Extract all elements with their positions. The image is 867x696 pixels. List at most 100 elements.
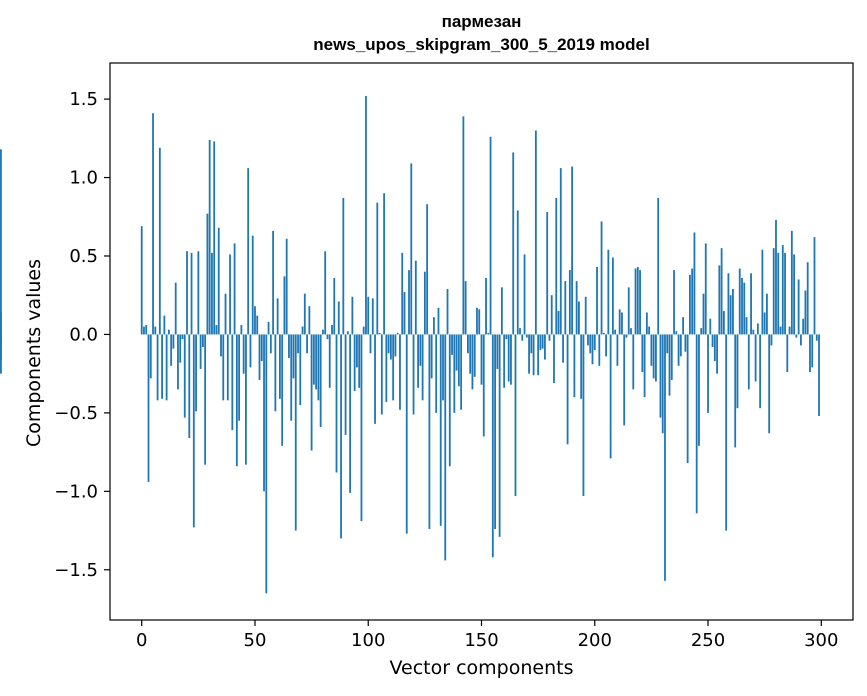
bar	[766, 293, 768, 335]
bar	[641, 334, 644, 373]
bar	[412, 334, 415, 415]
bar	[512, 152, 515, 335]
bar	[784, 252, 786, 335]
bar	[530, 334, 533, 354]
bar	[668, 334, 671, 396]
bar	[496, 334, 499, 369]
bar	[310, 334, 313, 451]
bar	[371, 298, 374, 335]
bar	[383, 193, 385, 335]
bar	[519, 328, 521, 335]
bar	[761, 249, 764, 335]
bar	[698, 334, 700, 446]
bar	[251, 235, 254, 335]
bar	[437, 307, 440, 335]
bar	[353, 334, 356, 391]
bar	[806, 262, 809, 335]
bar	[278, 334, 281, 399]
bar	[815, 334, 818, 341]
bar	[428, 334, 431, 529]
bar	[634, 268, 637, 335]
bar	[482, 334, 485, 437]
bar	[491, 334, 494, 558]
bar	[655, 334, 657, 382]
bar	[799, 334, 802, 346]
bar	[716, 334, 718, 374]
bar	[743, 282, 746, 335]
bar	[319, 334, 322, 428]
bar	[362, 326, 365, 335]
bar	[238, 334, 241, 421]
bar	[564, 281, 567, 335]
bar	[578, 301, 580, 335]
chart-subtitle: news_upos_skipgram_300_5_2019 model	[313, 35, 650, 54]
bar	[265, 334, 268, 594]
chart-title: пармезан	[441, 12, 522, 31]
bar	[711, 334, 714, 347]
bar	[240, 325, 243, 335]
bar	[625, 334, 628, 338]
bar	[197, 251, 200, 335]
bar	[297, 334, 299, 354]
bar	[568, 270, 571, 335]
bar	[263, 334, 265, 492]
bar	[281, 334, 284, 446]
y-axis-label: Components values	[23, 258, 45, 448]
bar	[367, 296, 370, 335]
bar	[183, 334, 186, 418]
bar	[734, 334, 737, 448]
bar	[396, 332, 399, 335]
bar	[186, 251, 188, 335]
bar	[507, 334, 510, 382]
bar	[580, 334, 583, 399]
bar	[489, 136, 492, 335]
bar	[471, 334, 474, 390]
bar	[650, 334, 653, 366]
bar	[521, 334, 524, 341]
bar	[408, 270, 410, 335]
bar	[426, 204, 429, 335]
bar	[322, 329, 324, 335]
bar	[260, 334, 263, 362]
y-tick-label: 1.5	[69, 89, 98, 110]
bar	[242, 334, 245, 374]
bar	[770, 334, 773, 346]
bar	[627, 287, 630, 335]
bar	[621, 312, 623, 335]
y-tick-label: −0.5	[54, 403, 98, 424]
bar	[220, 334, 222, 357]
bar	[337, 301, 340, 335]
bar	[738, 268, 741, 335]
bar	[684, 334, 687, 352]
bar	[473, 334, 476, 377]
x-tick-label: 300	[804, 630, 838, 651]
bar	[213, 141, 216, 335]
bar	[254, 306, 256, 335]
bar	[503, 334, 506, 388]
bar	[342, 197, 345, 335]
bar	[369, 334, 372, 354]
bar	[201, 334, 204, 347]
bar	[691, 268, 694, 335]
bar	[172, 334, 175, 349]
bar	[394, 334, 397, 357]
bar	[324, 251, 327, 335]
bar	[555, 197, 558, 335]
bar	[541, 334, 544, 349]
bar	[439, 334, 442, 526]
bar	[457, 334, 460, 387]
bar	[335, 334, 338, 473]
bar	[754, 334, 757, 382]
bar	[224, 293, 227, 335]
bar	[351, 296, 354, 335]
x-tick-label: 200	[578, 630, 612, 651]
bar	[532, 334, 535, 376]
bar	[779, 326, 782, 335]
bar	[523, 254, 526, 335]
bar	[199, 334, 202, 369]
x-tick-label: 100	[351, 630, 385, 651]
bar	[616, 334, 619, 366]
bar	[301, 326, 304, 335]
bar	[645, 312, 648, 335]
bar	[419, 334, 422, 366]
